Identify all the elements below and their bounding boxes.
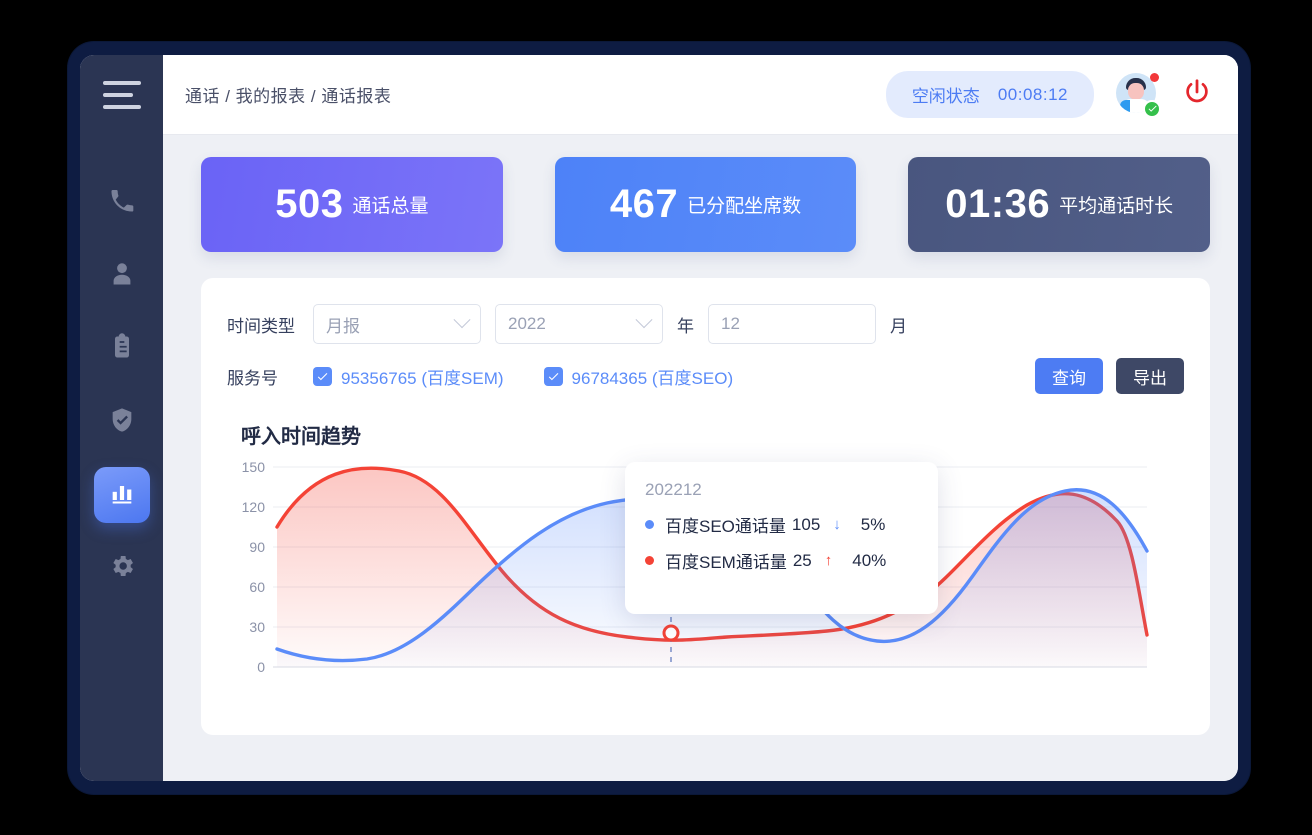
status-label: 空闲状态 xyxy=(911,87,980,106)
legend-dot-sem-icon xyxy=(645,556,654,565)
query-button[interactable]: 查询 xyxy=(1035,358,1103,394)
filter-row-service: 服务号 95356765 (百度SEM) 96784365 (百度SEO) xyxy=(227,358,1184,394)
power-icon xyxy=(1182,77,1212,112)
hamburger-icon-bar xyxy=(102,105,141,109)
service-label: 服务号 xyxy=(227,368,278,388)
tooltip-series-value: 25 xyxy=(792,550,812,570)
y-tick-label: 90 xyxy=(249,539,265,555)
stat-value: 467 xyxy=(609,182,679,226)
phone-icon xyxy=(108,187,136,220)
checkbox-checked-icon xyxy=(313,366,332,386)
export-button[interactable]: 导出 xyxy=(1116,358,1184,394)
sidebar-item-quality[interactable] xyxy=(94,394,150,450)
sidebar-item-contacts[interactable] xyxy=(94,248,150,304)
tooltip-series-percent: 40% xyxy=(852,550,887,570)
tooltip-row-seo: 百度SEO通话量 105 ↓ 5% xyxy=(645,512,918,537)
stat-card-total-calls[interactable]: 503 通话总量 xyxy=(201,157,503,252)
user-icon xyxy=(108,260,136,293)
tooltip-series-name: 百度SEO通话量 xyxy=(665,517,786,536)
breadcrumb: 通话 / 我的报表 / 通话报表 xyxy=(185,87,392,106)
avatar-coat xyxy=(1120,99,1130,113)
bar-chart-icon xyxy=(108,479,136,512)
sidebar-item-reports[interactable] xyxy=(93,467,150,523)
stat-cards: 503 通话总量 467 已分配坐席数 01:36 平均通话时长 xyxy=(201,157,1211,252)
y-tick-label: 60 xyxy=(249,579,265,595)
stat-value: 503 xyxy=(275,182,344,226)
data-point-sem[interactable] xyxy=(662,624,680,642)
content: 503 通话总量 467 已分配坐席数 01:36 平均通话时长 时间类型 xyxy=(163,135,1238,781)
tooltip-title: 202212 xyxy=(645,480,702,499)
stat-value: 01:36 xyxy=(945,182,1051,226)
chart-title: 呼入时间趋势 xyxy=(241,426,361,448)
service-checkbox-sem[interactable]: 95356765 (百度SEM) xyxy=(313,364,504,389)
avatar-image xyxy=(1116,72,1156,113)
service-label-seo: 96784365 (百度SEO) xyxy=(571,368,734,388)
trend-chart[interactable]: 150 120 90 60 30 0 xyxy=(227,459,1184,694)
shield-check-icon xyxy=(108,406,136,439)
device-frame: 通话 / 我的报表 / 通话报表 空闲状态 00:08:12 xyxy=(68,42,1250,794)
month-unit-label: 月 xyxy=(890,316,907,336)
month-input[interactable]: 12 xyxy=(708,304,876,344)
stat-label: 平均通话时长 xyxy=(1059,196,1174,217)
period-select-value: 月报 xyxy=(326,316,360,336)
hamburger-icon-bar xyxy=(102,81,141,85)
legend-dot-seo-icon xyxy=(645,520,654,529)
tooltip-series-name: 百度SEM通话量 xyxy=(665,553,787,572)
main-area: 通话 / 我的报表 / 通话报表 空闲状态 00:08:12 xyxy=(163,55,1238,781)
stat-label: 通话总量 xyxy=(352,196,429,217)
service-checkbox-seo[interactable]: 96784365 (百度SEO) xyxy=(543,364,734,389)
app-window: 通话 / 我的报表 / 通话报表 空闲状态 00:08:12 xyxy=(80,55,1238,781)
time-type-label: 时间类型 xyxy=(227,316,295,336)
y-tick-label: 120 xyxy=(242,499,266,515)
tooltip-row-sem: 百度SEM通话量 25 ↑ 40% xyxy=(645,548,918,573)
month-input-value: 12 xyxy=(721,314,740,333)
clipboard-icon xyxy=(108,332,136,366)
trend-up-icon: ↑ xyxy=(824,552,833,569)
filter-row-time: 时间类型 月报 2022 年 12 月 xyxy=(227,304,1184,344)
trend-down-icon: ↓ xyxy=(833,516,841,533)
year-select[interactable]: 2022 xyxy=(495,304,663,344)
sidebar-item-tasks[interactable] xyxy=(94,321,150,377)
stat-card-avg-duration[interactable]: 01:36 平均通话时长 xyxy=(908,157,1211,252)
menu-toggle[interactable] xyxy=(102,81,141,109)
sidebar xyxy=(80,55,163,781)
sidebar-item-calls[interactable] xyxy=(94,175,150,231)
status-timer: 00:08:12 xyxy=(997,84,1068,104)
tooltip-series-percent: 5% xyxy=(860,514,886,534)
topbar: 通话 / 我的报表 / 通话报表 空闲状态 00:08:12 xyxy=(163,55,1238,135)
stat-label: 已分配坐席数 xyxy=(687,196,802,217)
report-panel: 时间类型 月报 2022 年 12 月 xyxy=(201,278,1210,735)
gear-icon xyxy=(108,552,136,585)
avatar[interactable] xyxy=(1116,72,1161,118)
y-tick-label: 150 xyxy=(242,459,266,475)
chevron-down-icon xyxy=(635,311,653,329)
sidebar-item-settings[interactable] xyxy=(94,540,150,596)
chevron-down-icon xyxy=(453,311,471,329)
avatar-face xyxy=(1128,82,1144,100)
hamburger-icon-bar xyxy=(102,93,133,97)
power-button[interactable] xyxy=(1182,77,1212,112)
chart-tooltip: 202212 百度SEO通话量 105 ↓ 5% 百度SEM通话量 xyxy=(625,462,938,614)
tooltip-series-value: 105 xyxy=(791,514,821,534)
checkbox-checked-icon xyxy=(543,366,563,386)
stat-card-assigned-seats[interactable]: 467 已分配坐席数 xyxy=(554,157,857,252)
chart-y-axis: 150 120 90 60 30 0 xyxy=(242,459,266,675)
service-label-sem: 95356765 (百度SEM) xyxy=(341,368,504,388)
topbar-right: 空闲状态 00:08:12 xyxy=(885,71,1212,118)
year-select-value: 2022 xyxy=(508,314,546,333)
filter-buttons: 查询 导出 xyxy=(1035,358,1184,394)
y-tick-label: 0 xyxy=(257,659,265,675)
online-check-icon xyxy=(1143,99,1161,118)
y-tick-label: 30 xyxy=(249,619,265,635)
status-badge[interactable]: 空闲状态 00:08:12 xyxy=(885,71,1094,118)
year-unit-label: 年 xyxy=(677,316,694,336)
period-select[interactable]: 月报 xyxy=(313,304,481,344)
notification-dot-icon xyxy=(1150,72,1159,82)
